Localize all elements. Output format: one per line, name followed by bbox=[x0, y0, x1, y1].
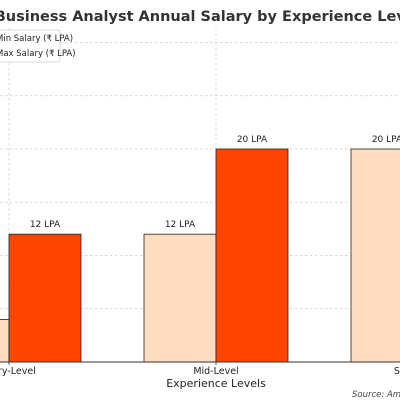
x-tick-label: Senior-Level bbox=[394, 366, 400, 377]
legend-label-max: Max Salary (₹ LPA) bbox=[0, 49, 76, 59]
source-note: Source: AmbitionBox bbox=[352, 390, 400, 400]
x-tick-labels: Entry-Level Mid-Level Senior-Level bbox=[0, 362, 400, 377]
x-axis-label: Experience Levels bbox=[166, 377, 266, 390]
x-tick-label: Entry-Level bbox=[0, 366, 36, 377]
bar-min-mid-level bbox=[143, 233, 217, 363]
legend-label-min: Min Salary (₹ LPA) bbox=[0, 34, 73, 44]
bar-value-label: 20 LPA bbox=[237, 135, 268, 145]
legend: Min Salary (₹ LPA) Max Salary (₹ LPA) bbox=[0, 29, 76, 63]
bar-max-mid-level bbox=[215, 148, 289, 363]
bar-max-entry-level bbox=[8, 233, 82, 363]
bar-value-label: 12 LPA bbox=[30, 220, 61, 230]
chart-title: Business Analyst Annual Salary by Experi… bbox=[0, 9, 400, 25]
bars bbox=[0, 148, 400, 363]
legend-box bbox=[0, 29, 61, 63]
bar-value-label: 20 LPA bbox=[372, 135, 400, 145]
bar-min-entry-level bbox=[0, 318, 10, 363]
x-tick-label: Mid-Level bbox=[193, 366, 238, 377]
bar-value-label: 12 LPA bbox=[165, 220, 196, 230]
bar-min-senior-level bbox=[350, 148, 400, 363]
